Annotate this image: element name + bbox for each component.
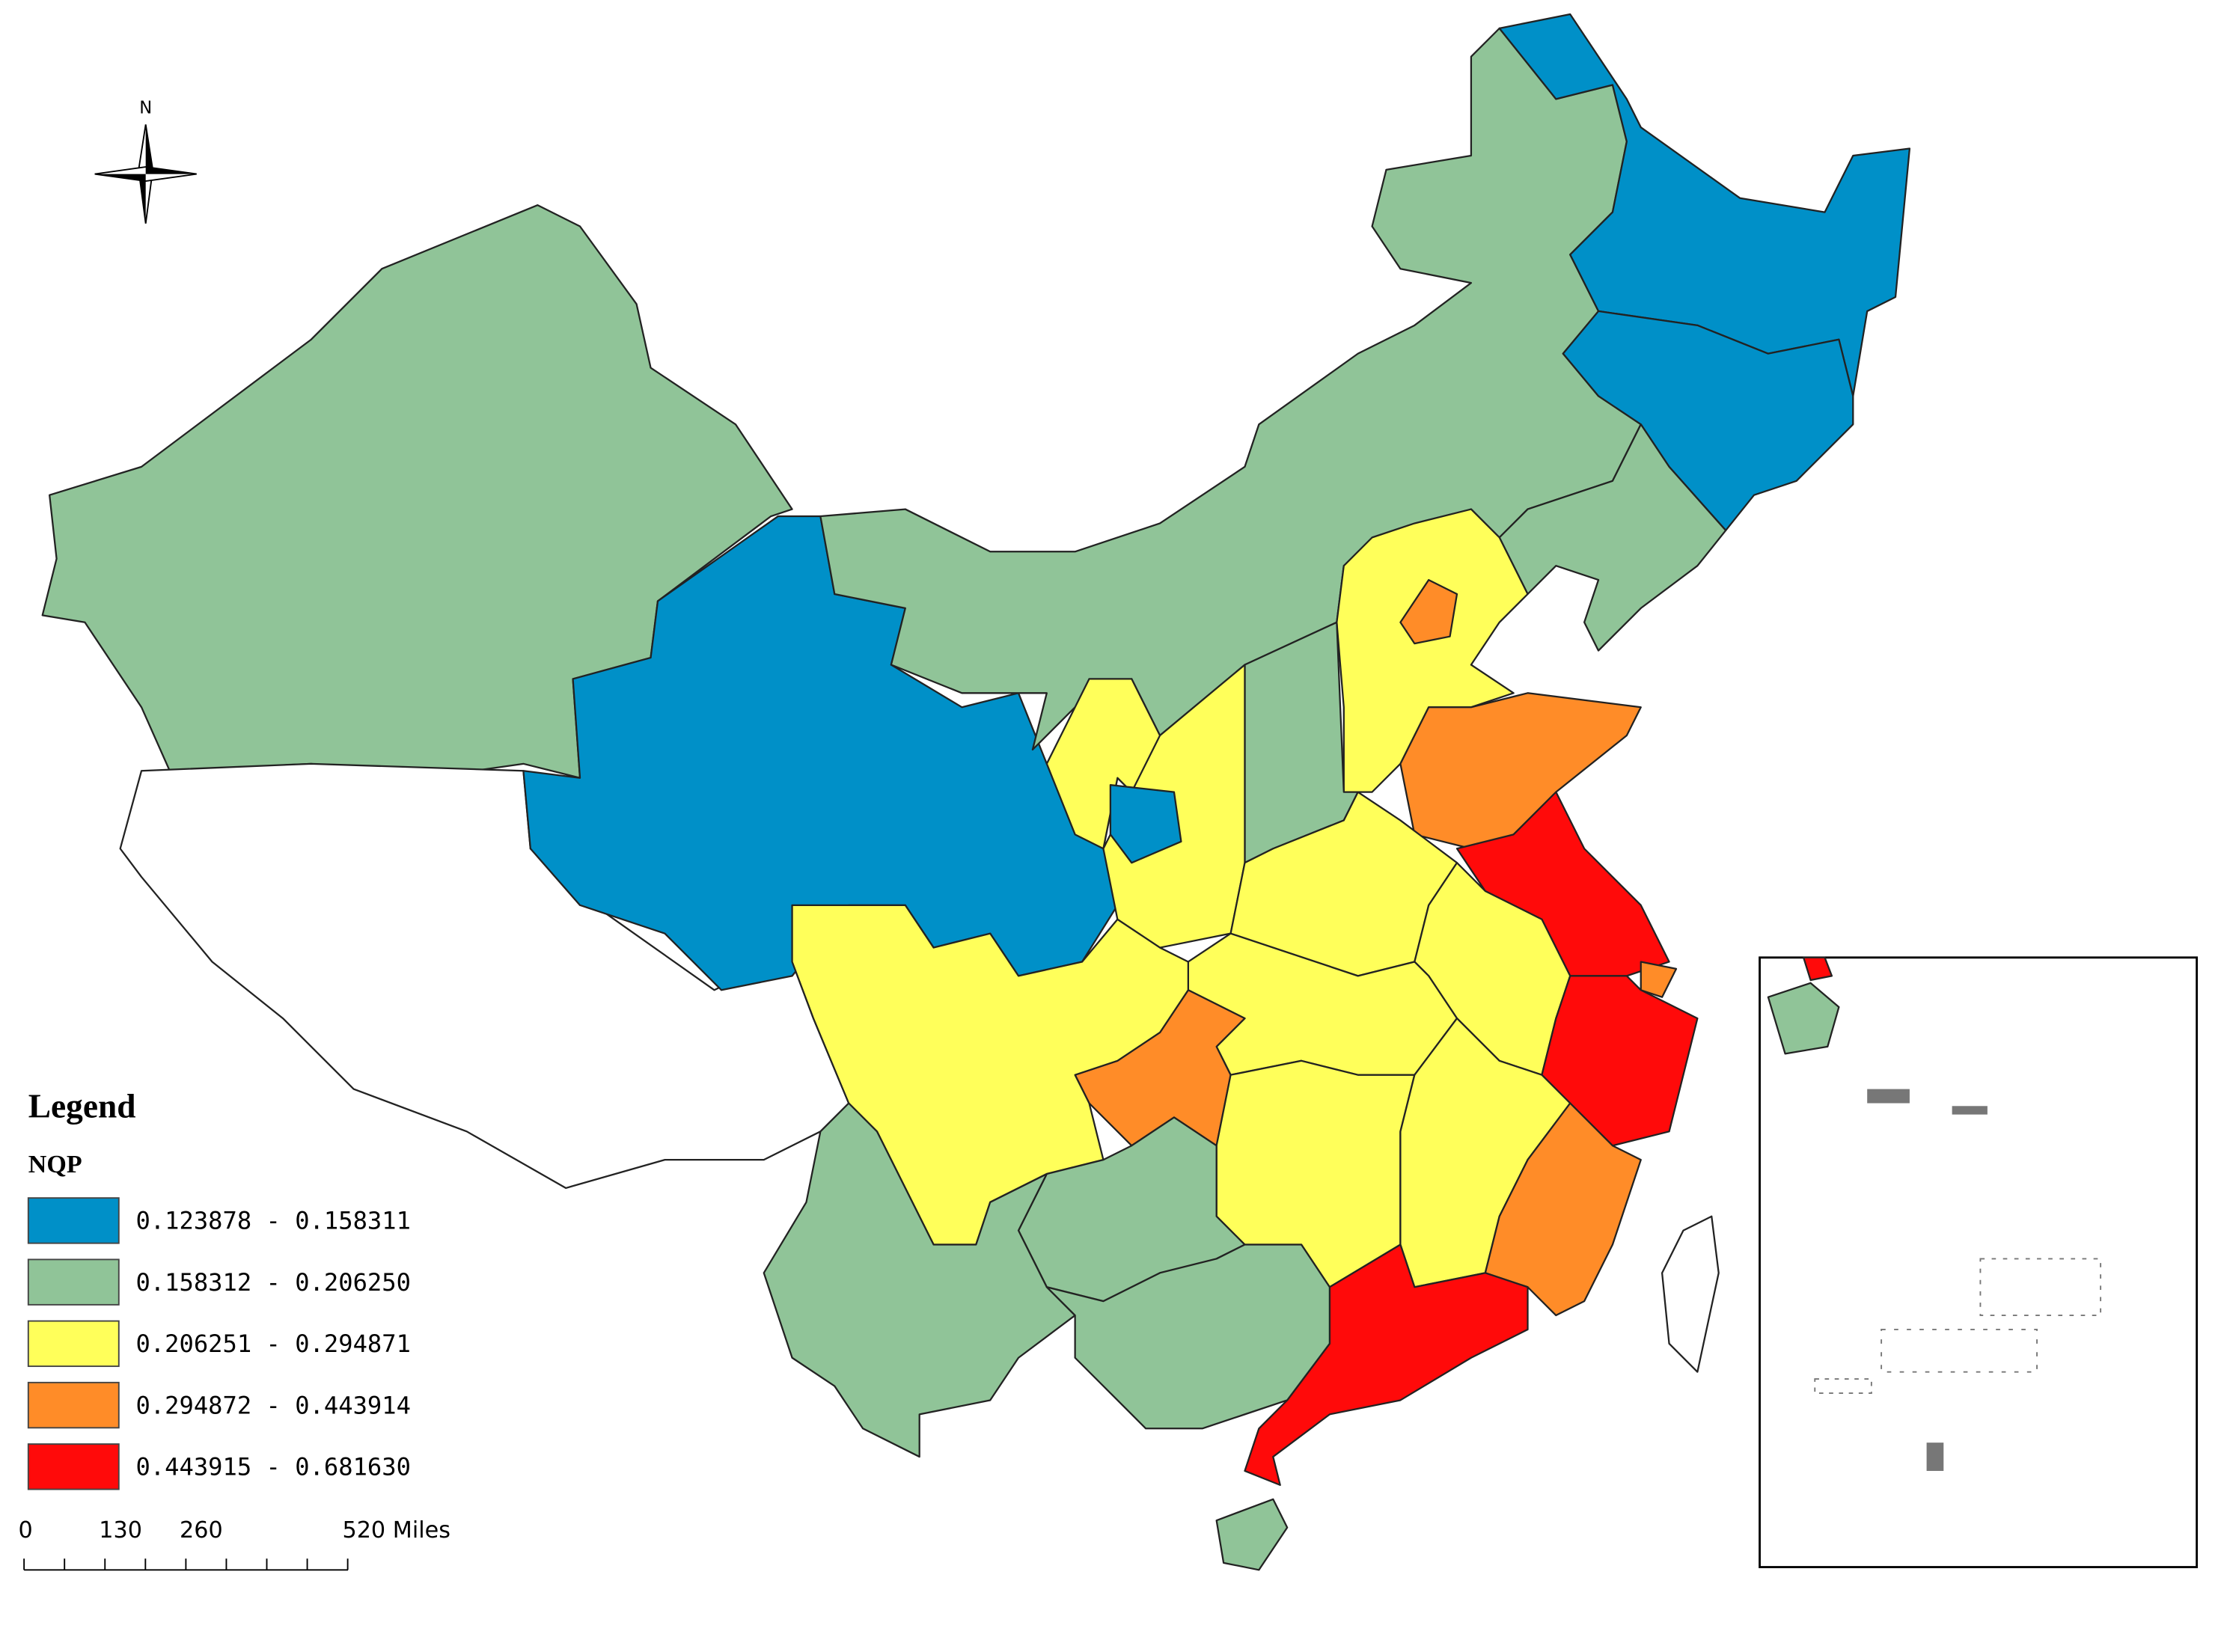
- arrow-fill: [138, 169, 146, 224]
- region: [1803, 956, 1833, 982]
- region: [1215, 1498, 1289, 1571]
- legend-swatch: [27, 1197, 120, 1244]
- legend-swatch: [27, 1381, 120, 1429]
- island-group: [1926, 1443, 1944, 1471]
- scale-bar: 0 130 260 520 Miles: [19, 1517, 450, 1571]
- legend-swatch: [27, 1258, 120, 1306]
- region: [1640, 961, 1678, 998]
- region: [1498, 423, 1727, 652]
- region: [1244, 1243, 1529, 1487]
- legend: Legend NQP 0.123878 - 0.158311 0.158312 -…: [27, 1087, 411, 1490]
- legend-label: 0.206251 - 0.294871: [135, 1330, 410, 1358]
- region: [1336, 508, 1529, 793]
- arrow-fill: [145, 167, 197, 174]
- region: [1045, 1243, 1331, 1430]
- arrow-fill: [94, 174, 146, 182]
- region: [1767, 982, 1840, 1055]
- island-group: [1979, 1258, 2102, 1316]
- region: [1484, 1102, 1642, 1317]
- provinces: [41, 13, 2199, 1571]
- legend-label: 0.123878 - 0.158311: [135, 1207, 410, 1235]
- region: [1541, 975, 1699, 1147]
- scale-label: 520 Miles: [342, 1517, 450, 1544]
- legend-title: Legend: [28, 1087, 136, 1125]
- region: [763, 1102, 1076, 1458]
- region: [1399, 578, 1458, 645]
- islands: [1814, 1089, 2102, 1471]
- region: [1109, 784, 1182, 864]
- legend-label: 0.294872 - 0.443914: [135, 1391, 410, 1419]
- island-group: [1867, 1089, 1910, 1104]
- scale-label: 0: [19, 1517, 33, 1544]
- island-group: [1952, 1106, 1988, 1115]
- legend-swatch: [27, 1320, 120, 1368]
- legend-swatch: [27, 1443, 120, 1490]
- north-label: N: [139, 98, 152, 117]
- island-group: [1881, 1329, 2038, 1373]
- legend-field: NQP: [28, 1151, 82, 1178]
- scale-label: 130: [99, 1517, 142, 1544]
- legend-label: 0.443915 - 0.681630: [135, 1453, 410, 1481]
- scale-label: 260: [180, 1517, 223, 1544]
- region: [1399, 692, 1642, 850]
- north-arrow: N: [94, 98, 197, 224]
- inset-frame: [1759, 956, 2199, 1568]
- region: [1661, 1215, 1720, 1373]
- island-group: [1814, 1378, 1872, 1394]
- legend-label: 0.158312 - 0.206250: [135, 1268, 410, 1297]
